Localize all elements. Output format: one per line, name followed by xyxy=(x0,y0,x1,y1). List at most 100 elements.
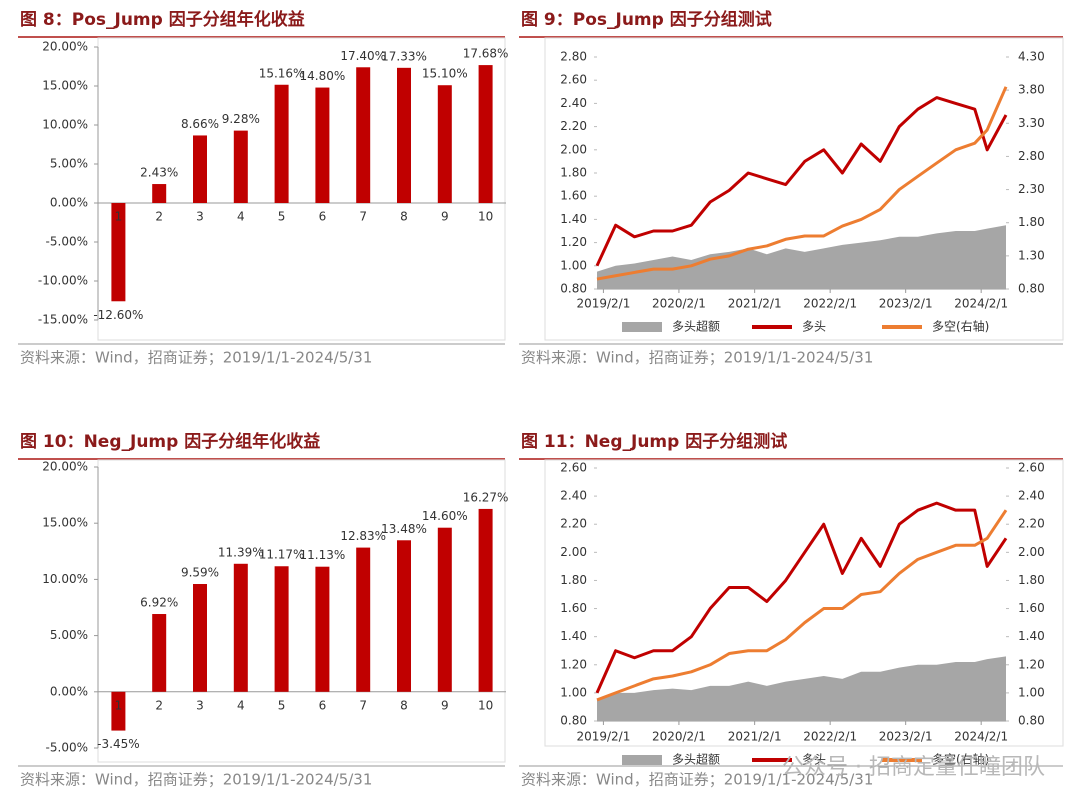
bar xyxy=(478,65,493,203)
bar xyxy=(152,184,167,203)
chart-title: 图 8：Pos_Jump 因子分组年化收益 xyxy=(20,9,305,30)
line xyxy=(595,96,1008,267)
y-tick-label: 10.00% xyxy=(42,118,88,132)
y-tick-label: 1.00 xyxy=(560,685,587,699)
y2-tick-label: 1.40 xyxy=(1018,629,1045,643)
y2-tick-label: 1.80 xyxy=(1018,215,1045,229)
x-tick-label: 6 xyxy=(319,698,327,712)
source-note: 资料来源：Wind，招商证券；2019/1/1-2024/5/31 xyxy=(20,349,372,367)
x-tick-label: 2019/2/1 xyxy=(576,730,630,744)
bar xyxy=(193,135,207,203)
x-tick-label: 2020/2/1 xyxy=(652,730,706,744)
y-tick-label: 2.20 xyxy=(560,517,587,531)
value-label: 2.43% xyxy=(140,166,178,180)
x-tick-label: 2019/2/1 xyxy=(576,297,630,311)
y2-tick-label: 0.80 xyxy=(1018,714,1045,728)
watermark: 公众号 · 招商定量任瞳团队 xyxy=(782,755,1045,780)
y2-tick-label: 2.00 xyxy=(1018,545,1045,559)
legend-swatch xyxy=(622,322,662,332)
value-label: 13.48% xyxy=(381,522,427,536)
x-tick-label: 9 xyxy=(441,210,449,224)
bar xyxy=(478,508,493,692)
y-tick-label: 1.40 xyxy=(560,629,587,643)
value-label: 17.40% xyxy=(340,49,386,63)
line xyxy=(596,509,1008,702)
x-tick-label: 2022/2/1 xyxy=(803,297,857,311)
line xyxy=(596,86,1008,281)
y-tick-label: -5.00% xyxy=(46,235,88,249)
x-tick-label: 2024/2/1 xyxy=(954,730,1008,744)
value-label: 12.83% xyxy=(340,529,386,543)
y-tick-label: 2.60 xyxy=(560,73,587,87)
y2-tick-label: 2.40 xyxy=(1018,489,1045,503)
source-note: 资料来源：Wind，招商证券；2019/1/1-2024/5/31 xyxy=(20,771,372,789)
x-tick-label: 4 xyxy=(237,698,245,712)
value-label: 11.39% xyxy=(218,545,264,559)
x-tick-label: 3 xyxy=(196,698,204,712)
value-label: -12.60% xyxy=(93,308,143,322)
y-tick-label: 2.60 xyxy=(560,461,587,475)
y2-tick-label: 1.80 xyxy=(1018,573,1045,587)
bar xyxy=(152,614,167,692)
bar xyxy=(233,563,248,692)
bar xyxy=(315,87,330,203)
x-tick-label: 1 xyxy=(115,210,123,224)
x-tick-label: 5 xyxy=(278,698,286,712)
y-tick-label: 1.60 xyxy=(560,601,587,615)
bar xyxy=(111,691,126,731)
x-tick-label: 4 xyxy=(237,210,245,224)
x-tick-label: 2020/2/1 xyxy=(652,297,706,311)
y-tick-label: 10.00% xyxy=(42,572,88,586)
x-tick-label: 2023/2/1 xyxy=(879,730,933,744)
y2-tick-label: 2.60 xyxy=(1018,461,1045,475)
chart-title: 图 9：Pos_Jump 因子分组测试 xyxy=(521,9,772,30)
value-label: 14.80% xyxy=(300,69,346,83)
bar xyxy=(111,203,126,302)
area xyxy=(597,225,1006,289)
bar xyxy=(397,540,411,692)
bar xyxy=(356,547,371,692)
value-label: 17.33% xyxy=(381,49,427,63)
y-tick-label: 1.20 xyxy=(560,657,587,671)
x-tick-label: 2024/2/1 xyxy=(954,297,1008,311)
legend-label: 多空(右轴) xyxy=(932,752,989,767)
value-label: 14.60% xyxy=(422,509,468,523)
value-label: 9.28% xyxy=(222,112,260,126)
y-tick-label: 1.80 xyxy=(560,166,587,180)
bar xyxy=(397,67,411,204)
y-tick-label: 5.00% xyxy=(50,628,88,642)
y-tick-label: 1.20 xyxy=(560,235,587,249)
y-tick-label: 2.80 xyxy=(560,50,587,64)
bar xyxy=(356,67,371,203)
y-tick-label: 20.00% xyxy=(42,40,88,54)
y2-tick-label: 2.30 xyxy=(1018,182,1045,196)
x-tick-label: 10 xyxy=(478,698,493,712)
y-tick-label: 15.00% xyxy=(42,516,88,530)
plot-frame xyxy=(544,459,1064,747)
legend-label: 多头 xyxy=(802,753,826,767)
y2-tick-label: 4.30 xyxy=(1018,50,1045,64)
y-tick-label: 2.00 xyxy=(560,545,587,559)
x-tick-label: 9 xyxy=(441,698,449,712)
x-tick-label: 5 xyxy=(278,210,286,224)
value-label: 11.17% xyxy=(259,548,305,562)
value-label: 17.68% xyxy=(463,47,509,61)
y2-tick-label: 3.80 xyxy=(1018,83,1045,97)
y-tick-label: 15.00% xyxy=(42,79,88,93)
x-tick-label: 8 xyxy=(400,210,408,224)
y-tick-label: 0.80 xyxy=(560,714,587,728)
y-tick-label: 2.20 xyxy=(560,119,587,133)
value-label: 15.16% xyxy=(259,66,305,80)
y-tick-label: -15.00% xyxy=(38,313,88,327)
legend-swatch xyxy=(622,755,662,765)
value-label: 8.66% xyxy=(181,117,219,131)
legend-label: 多空(右轴) xyxy=(932,319,989,334)
area xyxy=(597,656,1006,721)
legend-label: 多头 xyxy=(802,320,826,334)
x-tick-label: 8 xyxy=(400,698,408,712)
line xyxy=(595,501,1008,694)
y2-tick-label: 1.20 xyxy=(1018,657,1045,671)
value-label: 6.92% xyxy=(140,596,178,610)
value-label: 11.13% xyxy=(300,548,346,562)
